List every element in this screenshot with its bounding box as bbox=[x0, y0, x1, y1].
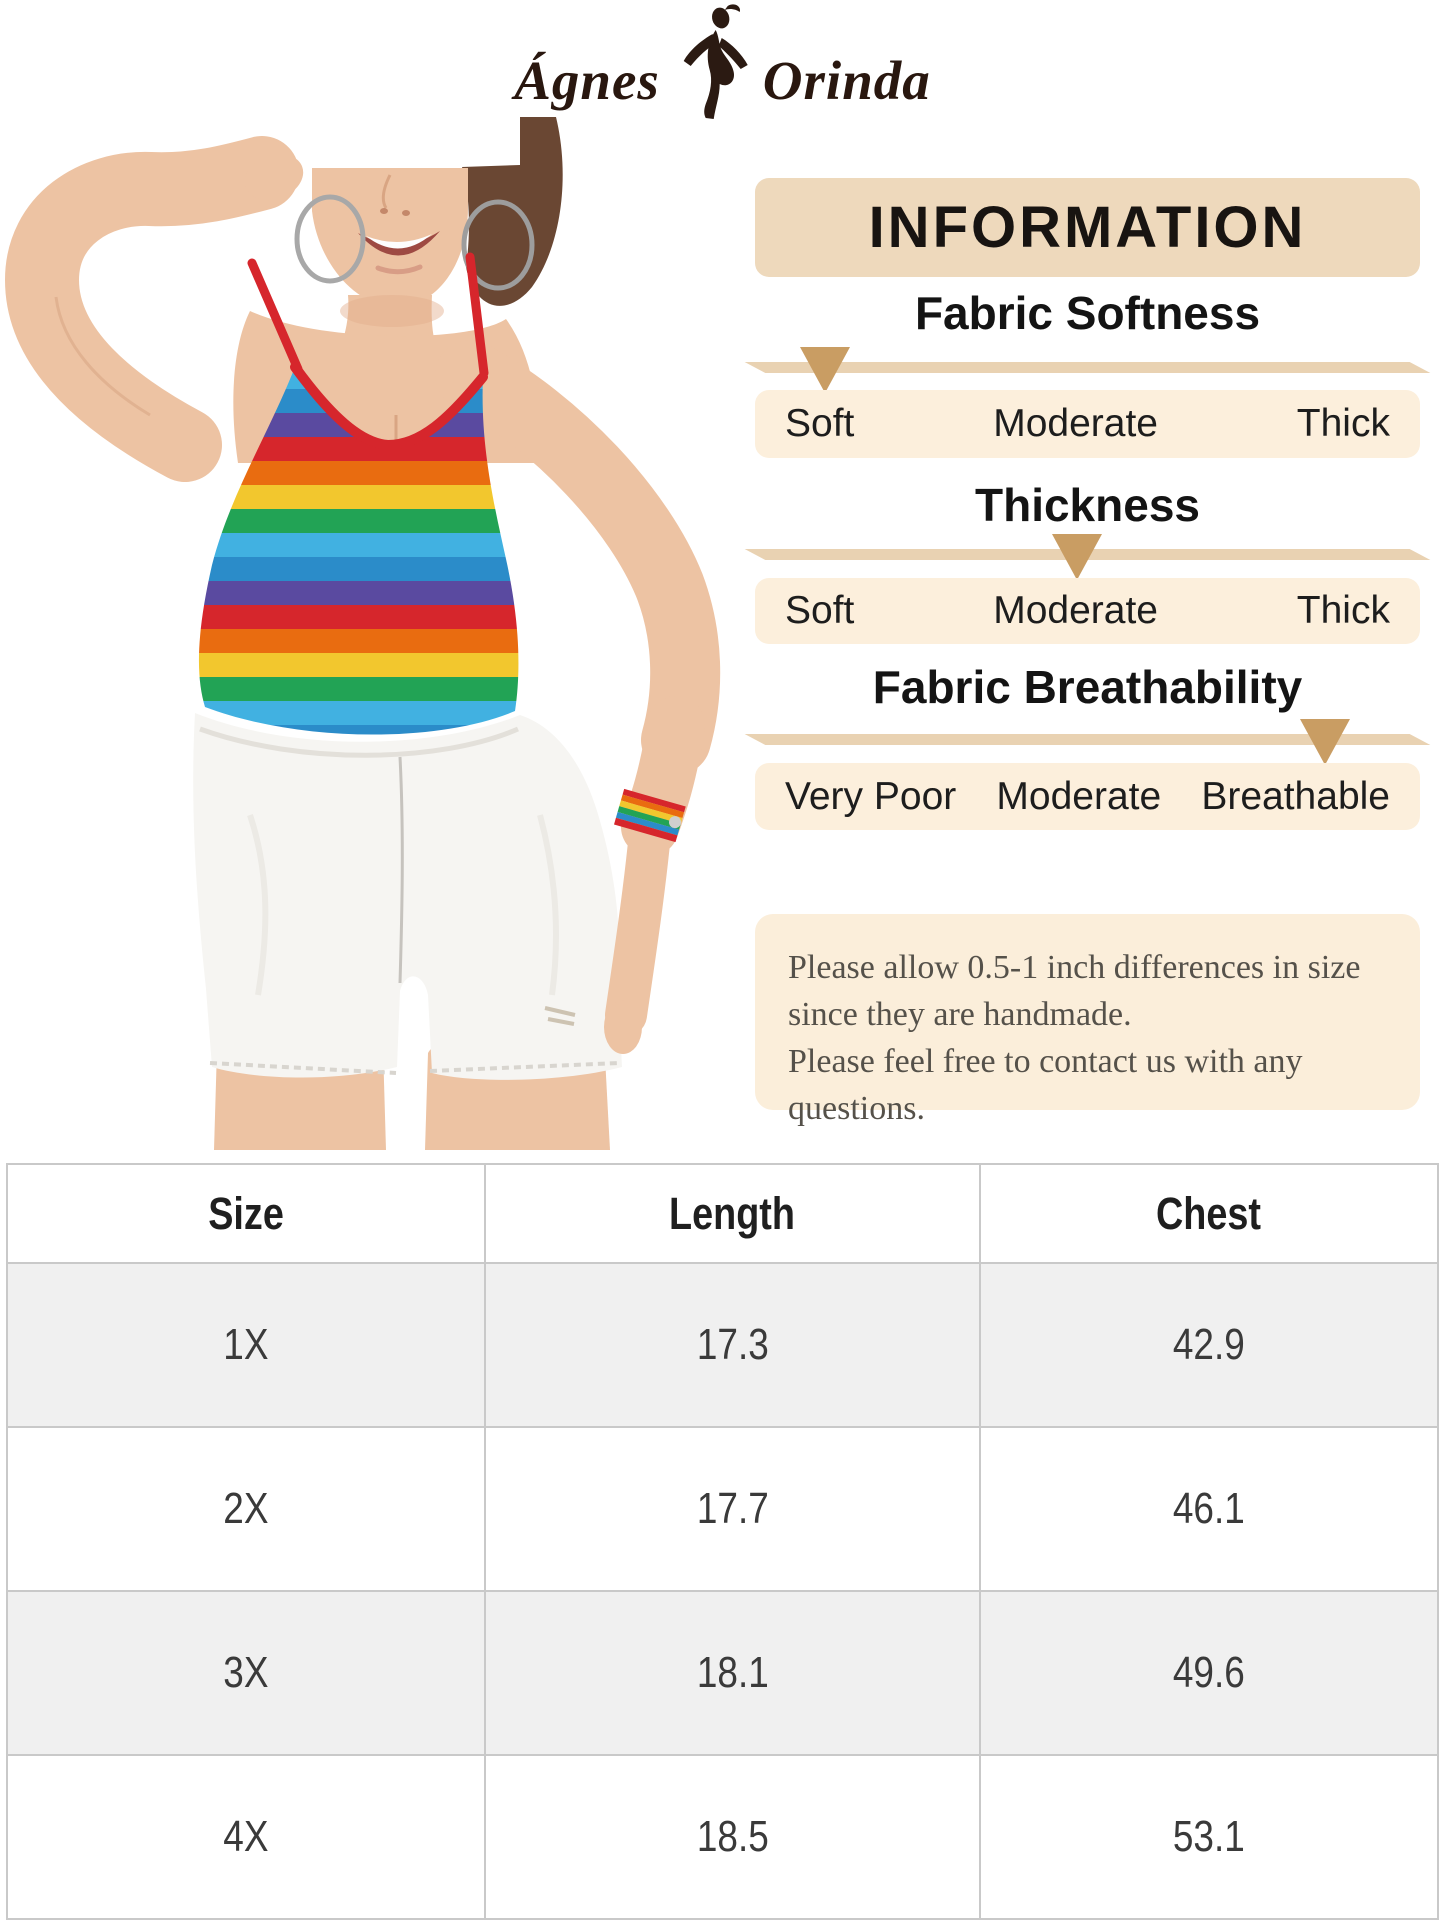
table-row: 3X 18.1 49.6 bbox=[6, 1590, 1439, 1756]
scale-label-low: Soft bbox=[785, 402, 855, 445]
cell-length: 17.7 bbox=[483, 1426, 982, 1592]
scale-heading-softness: Fabric Softness bbox=[914, 287, 1261, 339]
logo-silhouette-icon bbox=[683, 4, 748, 119]
table-row: 1X 17.3 42.9 bbox=[6, 1262, 1439, 1428]
column-header-size: Size bbox=[6, 1163, 486, 1264]
note-line: Please allow 0.5-1 inch differences in s… bbox=[788, 949, 1361, 986]
table-header-row: Size Length Chest bbox=[6, 1163, 1439, 1264]
scale-label-mid: Moderate bbox=[993, 589, 1158, 632]
scale-label-high: Thick bbox=[1296, 402, 1390, 445]
cell-length: 18.1 bbox=[483, 1590, 982, 1756]
scale-label-low: Soft bbox=[785, 589, 855, 632]
cell-chest: 49.6 bbox=[979, 1590, 1439, 1756]
scale-heading-thickness: Thickness bbox=[975, 479, 1200, 531]
cell-length: 18.5 bbox=[483, 1754, 982, 1920]
scale-marker-thickness-icon bbox=[1051, 534, 1102, 580]
column-header-length: Length bbox=[483, 1163, 982, 1264]
cell-size: 4X bbox=[6, 1754, 486, 1920]
cell-length: 17.3 bbox=[483, 1262, 982, 1428]
note-line: Please feel free to contact us with any … bbox=[788, 1043, 1303, 1127]
note-line: since they are handmade. bbox=[788, 996, 1132, 1033]
cell-chest: 53.1 bbox=[979, 1754, 1439, 1920]
cell-chest: 42.9 bbox=[979, 1262, 1439, 1428]
column-header-chest: Chest bbox=[979, 1163, 1439, 1264]
rainbow-bracelet bbox=[614, 788, 686, 843]
scale-labels-thickness: Soft Moderate Thick bbox=[755, 578, 1420, 644]
cell-size: 1X bbox=[6, 1262, 486, 1428]
scale-label-mid: Moderate bbox=[993, 402, 1158, 445]
size-table: Size Length Chest 1X 17.3 42.9 2X 17.7 4… bbox=[6, 1163, 1439, 1920]
cell-chest: 46.1 bbox=[979, 1426, 1439, 1592]
scale-label-high: Breathable bbox=[1201, 774, 1390, 818]
scale-labels-breathability: Very Poor Moderate Breathable bbox=[755, 763, 1420, 830]
scale-label-mid: Moderate bbox=[996, 774, 1162, 818]
info-panel: INFORMATION Fabric Softness Soft Moderat… bbox=[744, 178, 1431, 1127]
raised-arm bbox=[5, 136, 299, 482]
brand-logo: Ágnes Orinda bbox=[514, 2, 931, 122]
hair bbox=[462, 117, 563, 306]
scale-labels-softness: Soft Moderate Thick bbox=[755, 390, 1420, 458]
earring-left-icon bbox=[294, 194, 366, 284]
scale-label-high: Thick bbox=[1296, 589, 1390, 632]
scale-marker-softness-icon bbox=[799, 347, 850, 393]
scale-heading-breathability: Fabric Breathability bbox=[872, 661, 1303, 713]
brand-name-left: Ágnes bbox=[514, 50, 660, 111]
cami-top bbox=[198, 367, 519, 735]
shorts bbox=[193, 713, 622, 1080]
scale-label-low: Very Poor bbox=[785, 774, 957, 818]
info-title: INFORMATION bbox=[755, 178, 1420, 277]
brand-name-right: Orinda bbox=[762, 50, 931, 111]
product-photo bbox=[5, 117, 721, 1150]
earring-right-icon bbox=[461, 199, 535, 291]
cell-size: 2X bbox=[6, 1426, 486, 1592]
table-row: 4X 18.5 53.1 bbox=[6, 1754, 1439, 1920]
cell-size: 3X bbox=[6, 1590, 486, 1756]
note-box: Please allow 0.5-1 inch differences in s… bbox=[755, 914, 1420, 1127]
face bbox=[312, 168, 468, 307]
table-row: 2X 17.7 46.1 bbox=[6, 1426, 1439, 1592]
scale-marker-breathability-icon bbox=[1299, 719, 1350, 765]
